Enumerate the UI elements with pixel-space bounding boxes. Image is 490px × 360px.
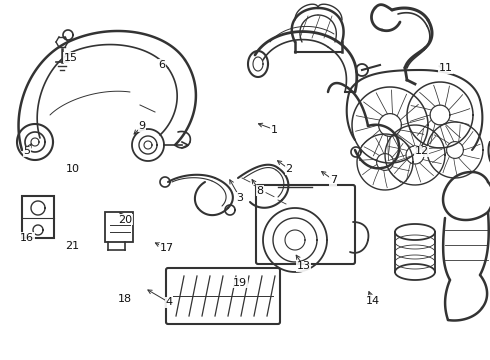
Text: 1: 1 [271,125,278,135]
Text: 2: 2 [286,164,293,174]
Text: 21: 21 [66,240,79,251]
Text: 14: 14 [366,296,379,306]
Text: 12: 12 [415,146,428,156]
Text: 17: 17 [160,243,173,253]
Text: 7: 7 [330,175,337,185]
Text: 5: 5 [24,146,30,156]
Text: 15: 15 [64,53,78,63]
Text: 20: 20 [118,215,132,225]
Text: 6: 6 [158,60,165,70]
Text: 9: 9 [139,121,146,131]
Text: 19: 19 [233,278,247,288]
Text: 3: 3 [237,193,244,203]
Text: 10: 10 [66,164,79,174]
Text: 13: 13 [297,261,311,271]
Text: 18: 18 [118,294,132,304]
Text: 16: 16 [20,233,34,243]
Text: 4: 4 [166,297,172,307]
Text: 8: 8 [256,186,263,196]
Text: 11: 11 [439,63,453,73]
